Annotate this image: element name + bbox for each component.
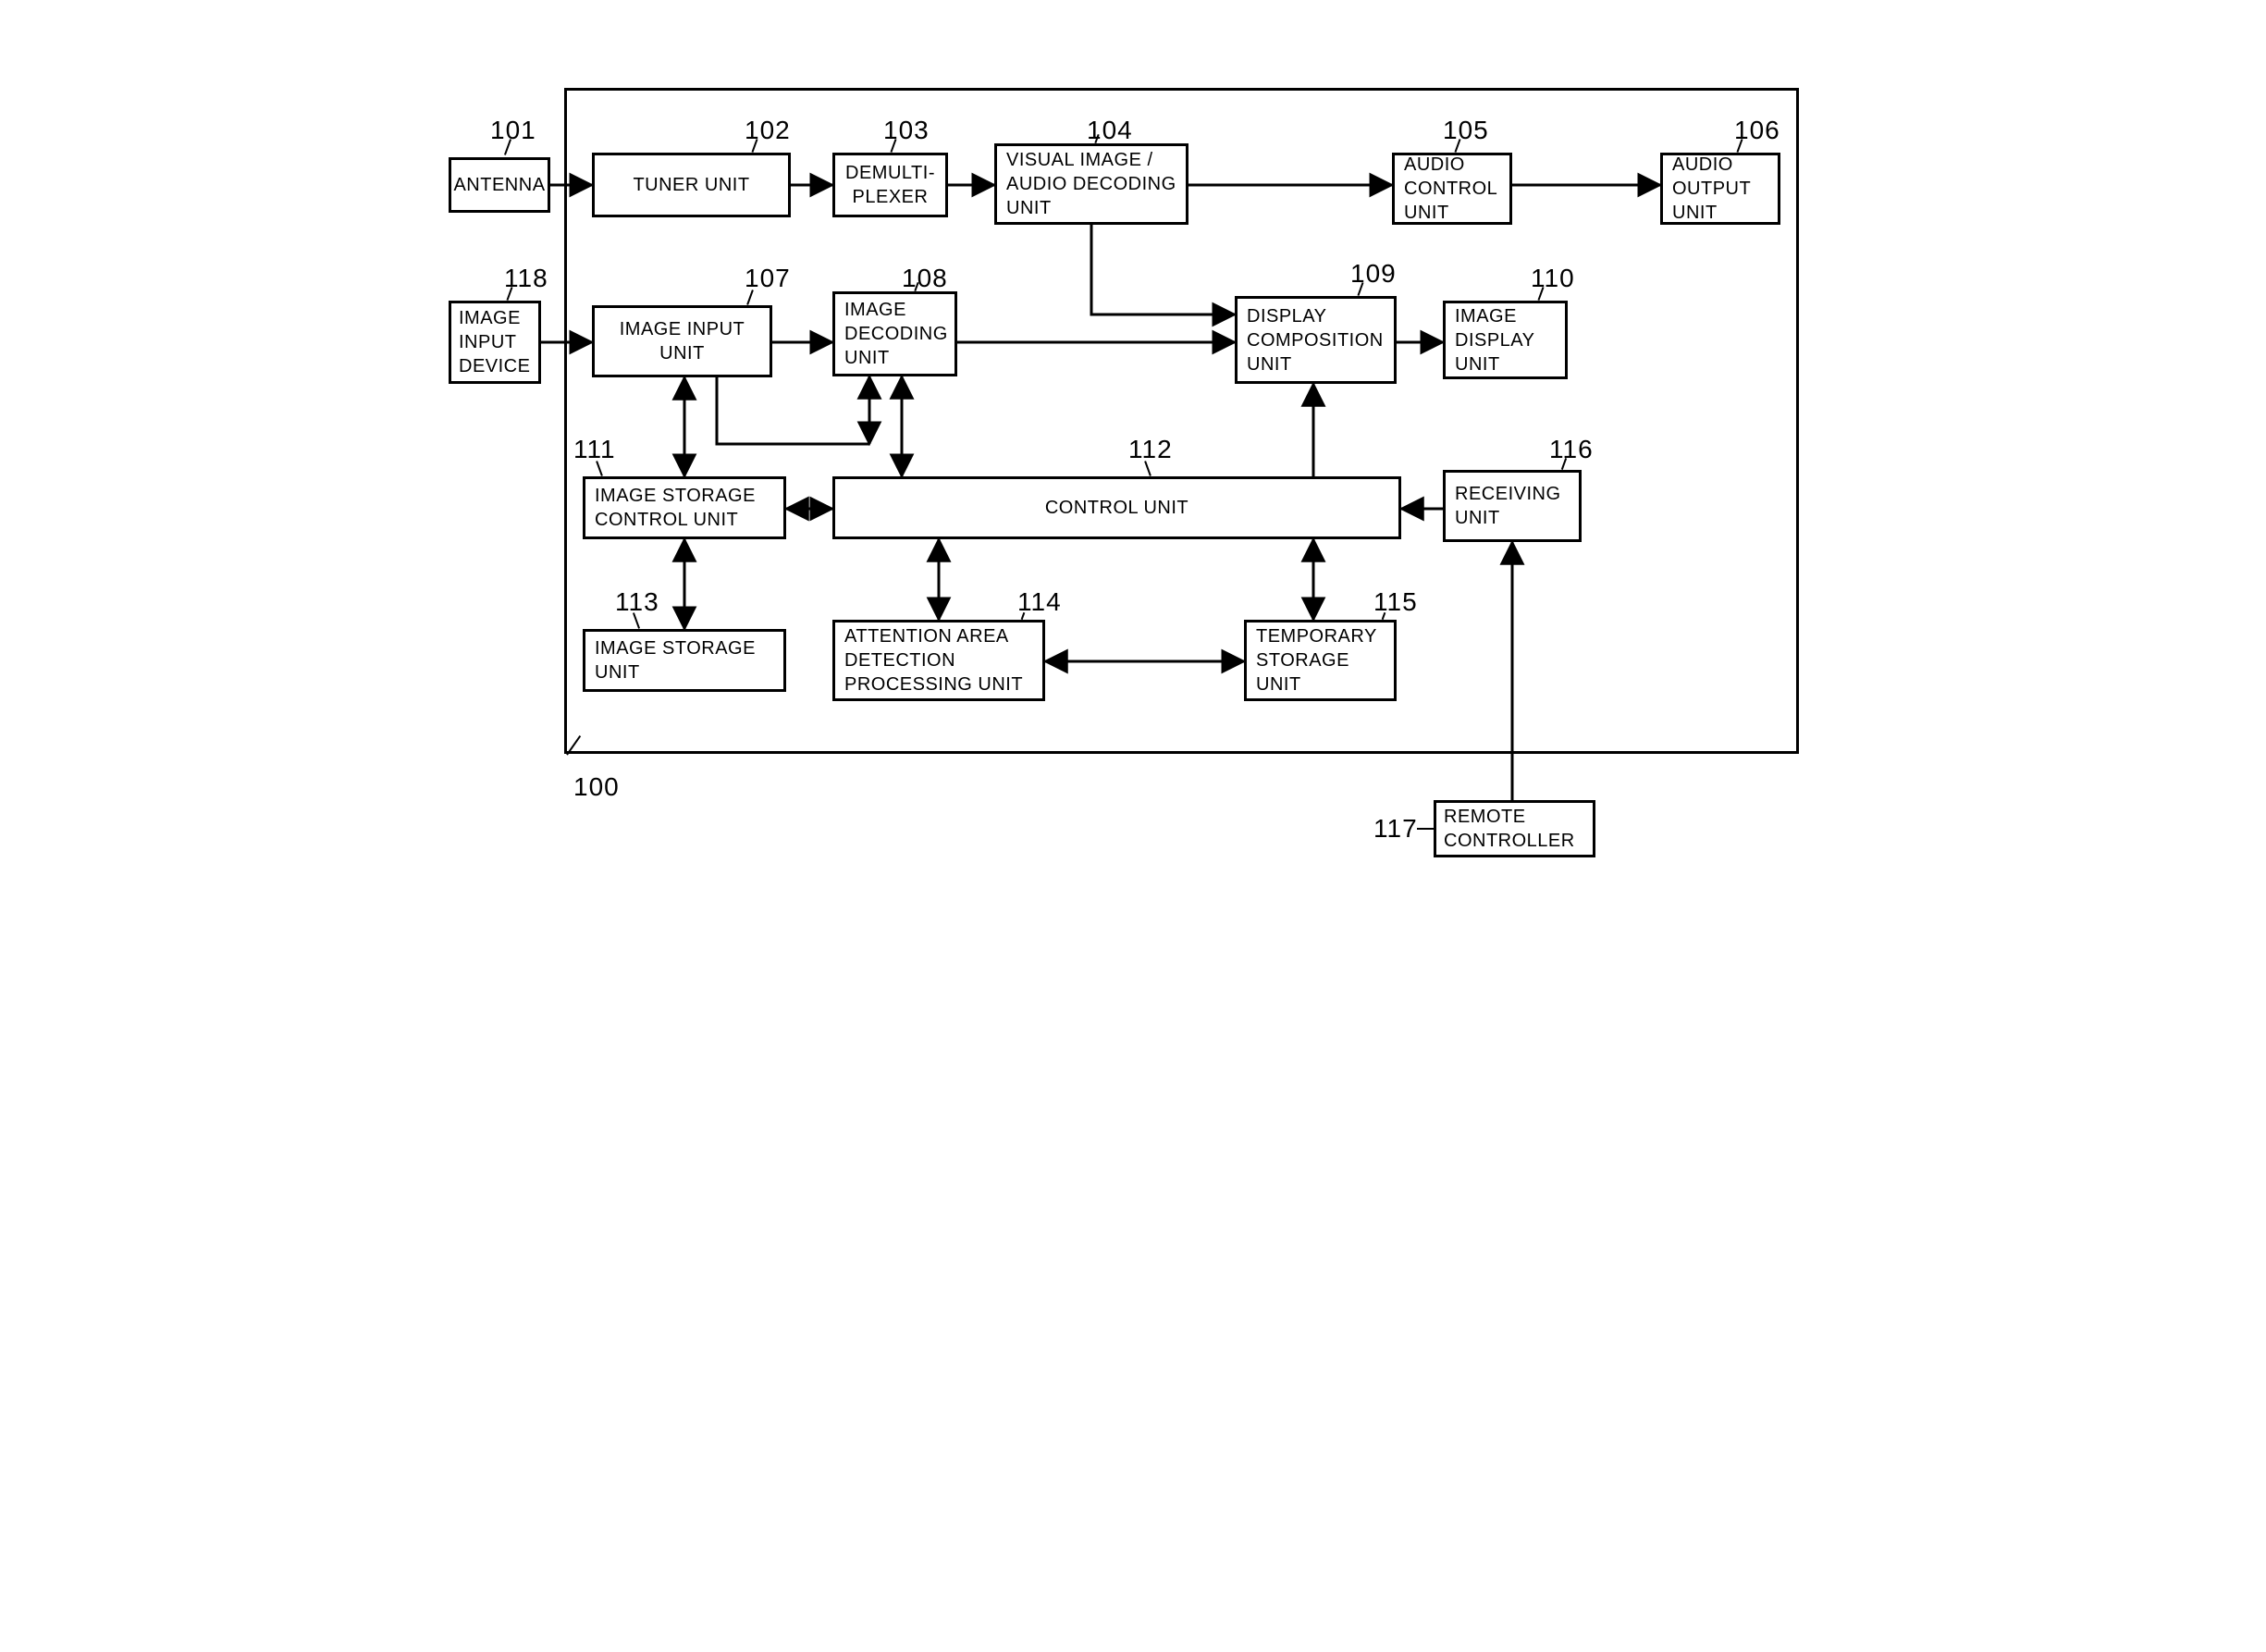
block-label: IMAGE STORAGE UNIT — [595, 636, 756, 684]
block-demultiplexer: DEMULTI- PLEXER — [832, 153, 948, 217]
ref-label-101: 101 — [490, 116, 536, 145]
block-label: AUDIO OUTPUT UNIT — [1672, 153, 1751, 225]
block-image-display-unit: IMAGE DISPLAY UNIT — [1443, 301, 1568, 379]
block-label: DEMULTI- PLEXER — [845, 161, 935, 209]
block-attention-area-detection-processing-unit: ATTENTION AREA DETECTION PROCESSING UNIT — [832, 620, 1045, 701]
ref-label-115: 115 — [1373, 587, 1418, 617]
block-label: IMAGE INPUT DEVICE — [459, 306, 530, 378]
ref-label-117: 117 — [1373, 814, 1418, 844]
block-label: IMAGE DECODING UNIT — [844, 298, 948, 370]
block-label: IMAGE INPUT UNIT — [620, 317, 745, 365]
block-image-storage-unit: IMAGE STORAGE UNIT — [583, 629, 786, 692]
block-display-composition-unit: DISPLAY COMPOSITION UNIT — [1235, 296, 1397, 384]
block-label: IMAGE DISPLAY UNIT — [1455, 304, 1535, 376]
ref-label-110: 110 — [1531, 264, 1575, 293]
block-diagram-canvas: 100 101 ANTENNA 102 TUNER UNIT 103 DEMUL… — [439, 37, 1827, 869]
ref-label-105: 105 — [1443, 116, 1489, 145]
block-image-input-unit: IMAGE INPUT UNIT — [592, 305, 772, 377]
ref-leader-117 — [1417, 828, 1434, 830]
ref-label-116: 116 — [1549, 435, 1594, 464]
ref-label-112: 112 — [1128, 435, 1173, 464]
block-label: IMAGE STORAGE CONTROL UNIT — [595, 484, 756, 532]
block-label: TUNER UNIT — [633, 173, 749, 197]
block-temporary-storage-unit: TEMPORARY STORAGE UNIT — [1244, 620, 1397, 701]
block-label: DISPLAY COMPOSITION UNIT — [1247, 304, 1384, 376]
block-tuner-unit: TUNER UNIT — [592, 153, 791, 217]
ref-label-103: 103 — [883, 116, 930, 145]
ref-label-104: 104 — [1087, 116, 1133, 145]
ref-label-111: 111 — [573, 435, 616, 464]
block-image-storage-control-unit: IMAGE STORAGE CONTROL UNIT — [583, 476, 786, 539]
block-label: ATTENTION AREA DETECTION PROCESSING UNIT — [844, 624, 1023, 697]
block-label: RECEIVING UNIT — [1455, 482, 1561, 530]
block-antenna: ANTENNA — [449, 157, 550, 213]
block-label: REMOTE CONTROLLER — [1444, 805, 1575, 853]
block-visual-audio-decoding-unit: VISUAL IMAGE / AUDIO DECODING UNIT — [994, 143, 1188, 225]
block-remote-controller: REMOTE CONTROLLER — [1434, 800, 1595, 857]
block-control-unit: CONTROL UNIT — [832, 476, 1401, 539]
ref-label-109: 109 — [1350, 259, 1397, 289]
block-audio-output-unit: AUDIO OUTPUT UNIT — [1660, 153, 1780, 225]
block-image-decoding-unit: IMAGE DECODING UNIT — [832, 291, 957, 376]
ref-label-100: 100 — [573, 772, 620, 802]
ref-label-102: 102 — [745, 116, 791, 145]
block-receiving-unit: RECEIVING UNIT — [1443, 470, 1582, 542]
block-label: TEMPORARY STORAGE UNIT — [1256, 624, 1377, 697]
ref-label-113: 113 — [615, 587, 659, 617]
block-label: ANTENNA — [453, 173, 545, 197]
block-label: AUDIO CONTROL UNIT — [1404, 153, 1497, 225]
block-image-input-device: IMAGE INPUT DEVICE — [449, 301, 541, 384]
ref-label-108: 108 — [902, 264, 948, 293]
block-label: CONTROL UNIT — [1045, 496, 1188, 520]
block-label: VISUAL IMAGE / AUDIO DECODING UNIT — [1006, 148, 1176, 220]
block-audio-control-unit: AUDIO CONTROL UNIT — [1392, 153, 1512, 225]
